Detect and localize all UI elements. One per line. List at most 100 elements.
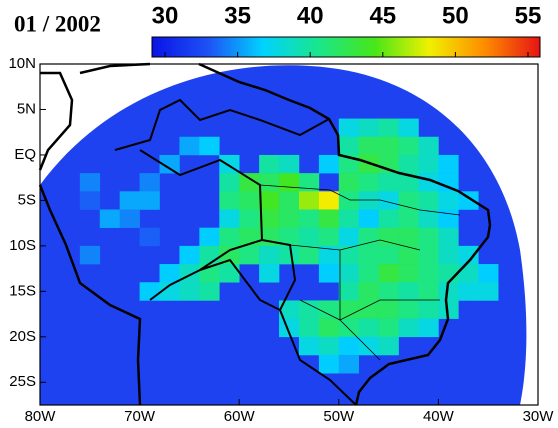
grid-cell (458, 264, 479, 283)
grid-cell (279, 318, 300, 338)
grid-cell (318, 227, 340, 247)
grid-cell (438, 154, 459, 174)
grid-cell (119, 191, 140, 210)
grid-cell (418, 191, 439, 210)
grid-cell (259, 191, 280, 210)
grid-cell (378, 282, 399, 301)
y-tick-label: 25S (9, 373, 36, 390)
grid-cell (279, 300, 300, 319)
grid-cell (398, 282, 419, 301)
grid-cell (298, 245, 320, 265)
grid-cell (358, 300, 379, 319)
grid-cell (438, 282, 459, 301)
y-tick-label: 5N (17, 100, 36, 117)
grid-cell (139, 173, 160, 192)
grid-cell (378, 136, 399, 156)
grid-cell (338, 209, 360, 228)
grid-cell (438, 227, 459, 247)
grid-cell (219, 264, 240, 283)
grid-cell (378, 318, 399, 338)
grid-cell (358, 118, 379, 138)
country-borders (114, 98, 357, 406)
grid-cell (79, 173, 101, 192)
grid-cell (418, 136, 439, 156)
grid-cell (219, 191, 240, 210)
grid-cell (119, 209, 140, 228)
grid-cell (358, 191, 379, 210)
cell-layer (79, 118, 499, 374)
grid-cell (279, 245, 300, 265)
grid-cell (298, 227, 320, 247)
y-tick-label: 5S (18, 191, 36, 208)
grid-cell (378, 118, 399, 138)
grid-cell (338, 191, 360, 210)
grid-cell (279, 173, 300, 192)
grid-cell (418, 282, 439, 301)
grid-cell (159, 282, 180, 301)
colorbar-tick-label: 45 (369, 2, 396, 29)
grid-cell (458, 191, 479, 210)
grid-cell (179, 136, 200, 156)
grid-cell (398, 118, 419, 138)
grid-cell (418, 209, 439, 228)
grid-cell (338, 118, 360, 138)
x-tick-label: 50W (323, 408, 355, 425)
x-tick-label: 70W (124, 408, 156, 425)
grid-cell (219, 245, 240, 265)
grid-cell (358, 264, 379, 283)
grid-cell (418, 264, 439, 283)
grid-cell (398, 264, 419, 283)
grid-cell (139, 282, 160, 301)
grid-cell (279, 209, 300, 228)
grid-cell (199, 136, 220, 156)
grid-cell (438, 191, 459, 210)
grid-cell (99, 209, 120, 228)
grid-cell (398, 191, 419, 210)
x-tick-label: 80W (25, 408, 57, 425)
grid-cell (418, 154, 439, 174)
grid-cell (239, 191, 260, 210)
grid-cell (458, 245, 479, 265)
grid-cell (298, 300, 320, 319)
grid-cell (338, 136, 360, 156)
coastlines (38, 62, 492, 406)
grid-cell (418, 227, 439, 247)
grid-cell (378, 264, 399, 283)
grid-cell (398, 245, 419, 265)
grid-cell (318, 209, 340, 228)
grid-cell (139, 191, 160, 210)
map-title: 01 / 2002 (14, 11, 101, 36)
grid-cell (398, 227, 419, 247)
x-tick-label: 60W (224, 408, 256, 425)
grid-cell (199, 245, 220, 265)
grid-cell (358, 282, 379, 301)
grid-cell (298, 318, 320, 338)
y-tick-label: 15S (9, 282, 36, 299)
grid-cell (438, 209, 459, 228)
grid-cell (358, 136, 379, 156)
grid-cell (378, 191, 399, 210)
colorbar-tick-label: 55 (515, 2, 542, 29)
grid-cell (418, 300, 439, 319)
grid-cell (358, 173, 379, 192)
grid-cell (418, 245, 439, 265)
grid-cell (478, 264, 499, 283)
y-tick-label: 10N (8, 55, 36, 72)
grid-cell (199, 282, 220, 301)
grid-cell (279, 191, 300, 210)
grid-cell (199, 227, 220, 247)
grid-cell (259, 209, 280, 228)
grid-cell (338, 173, 360, 192)
grid-cell (239, 173, 260, 192)
grid-cell (338, 318, 360, 338)
grid-cell (179, 245, 200, 265)
grid-cell (279, 227, 300, 247)
grid-cell (279, 154, 300, 174)
grid-cell (458, 282, 479, 301)
x-tick-label: 40W (423, 408, 455, 425)
grid-cell (398, 136, 419, 156)
grid-cell (358, 318, 379, 338)
grid-cell (378, 245, 399, 265)
grid-cell (338, 354, 360, 374)
